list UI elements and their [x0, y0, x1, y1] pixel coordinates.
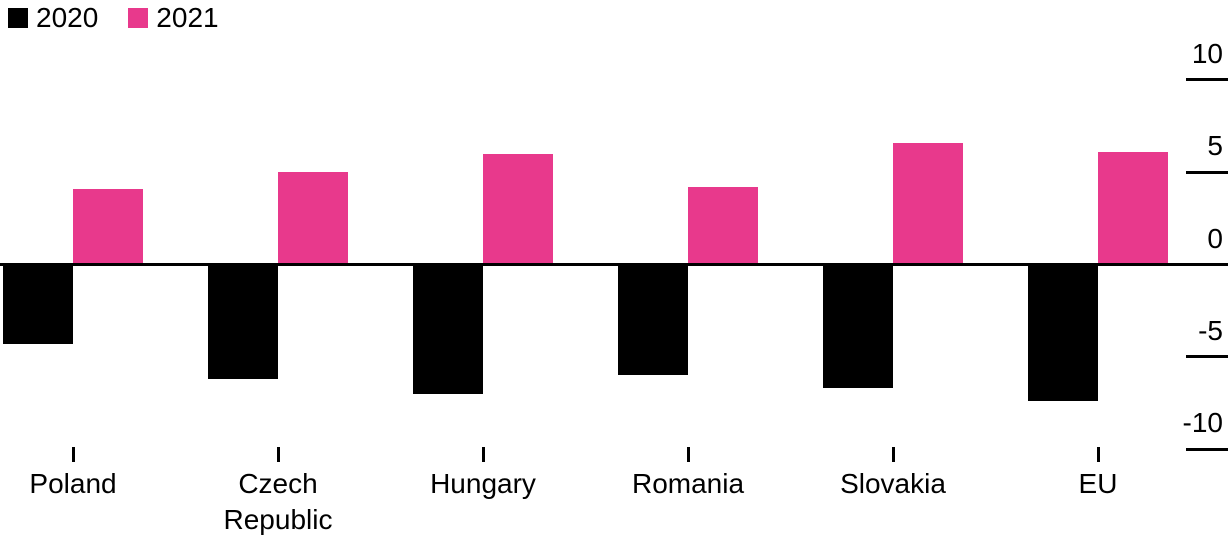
y-tick-label-0: 0 — [1207, 222, 1223, 254]
bar-2020-poland — [3, 264, 73, 344]
bar-2020-czech-republic — [208, 264, 278, 379]
bar-2021-eu — [1098, 151, 1168, 265]
x-tick-slovakia — [891, 447, 895, 462]
x-tick-romania — [686, 447, 690, 462]
x-tick-poland — [71, 447, 75, 462]
y-tick-label--10: -10 — [1182, 407, 1223, 439]
legend-swatch-2021-icon — [128, 8, 149, 28]
x-tick-czech-republic — [276, 447, 280, 462]
y-tick-label-10: 10 — [1191, 37, 1223, 69]
y-tick-label--5: -5 — [1198, 314, 1223, 346]
category-label-czech-republic: Czech Republic — [223, 468, 333, 535]
bar-2021-romania — [688, 187, 758, 265]
chart-legend: 2020 2021 — [8, 2, 219, 33]
bar-2021-poland — [73, 188, 143, 265]
category-label-slovakia: Slovakia — [840, 468, 946, 499]
zero-axis-line — [0, 263, 1228, 266]
bar-2020-hungary — [413, 264, 483, 394]
legend-label-2020: 2020 — [36, 2, 99, 33]
y-tick-10 — [1186, 78, 1228, 82]
bar-2021-czech-republic — [278, 172, 348, 265]
y-tick-5 — [1186, 170, 1228, 174]
category-label-romania: Romania — [631, 468, 745, 499]
y-tick--10 — [1186, 447, 1228, 451]
legend-item-2020: 2020 — [8, 2, 99, 33]
x-tick-eu — [1096, 447, 1100, 462]
legend-item-2021: 2021 — [128, 2, 219, 33]
category-label-poland: Poland — [29, 468, 117, 499]
x-tick-hungary — [481, 447, 485, 462]
bar-2021-hungary — [483, 153, 553, 265]
category-label-eu: EU — [1078, 468, 1118, 499]
category-label-hungary: Hungary — [430, 468, 536, 499]
legend-swatch-2020-icon — [8, 8, 28, 28]
y-tick--5 — [1186, 355, 1228, 359]
bar-2020-romania — [618, 264, 688, 376]
bar-2020-eu — [1028, 264, 1098, 402]
y-tick-label-5: 5 — [1207, 130, 1223, 162]
bar-2021-slovakia — [893, 142, 963, 265]
legend-label-2021: 2021 — [156, 2, 219, 33]
bar-2020-slovakia — [823, 264, 893, 389]
